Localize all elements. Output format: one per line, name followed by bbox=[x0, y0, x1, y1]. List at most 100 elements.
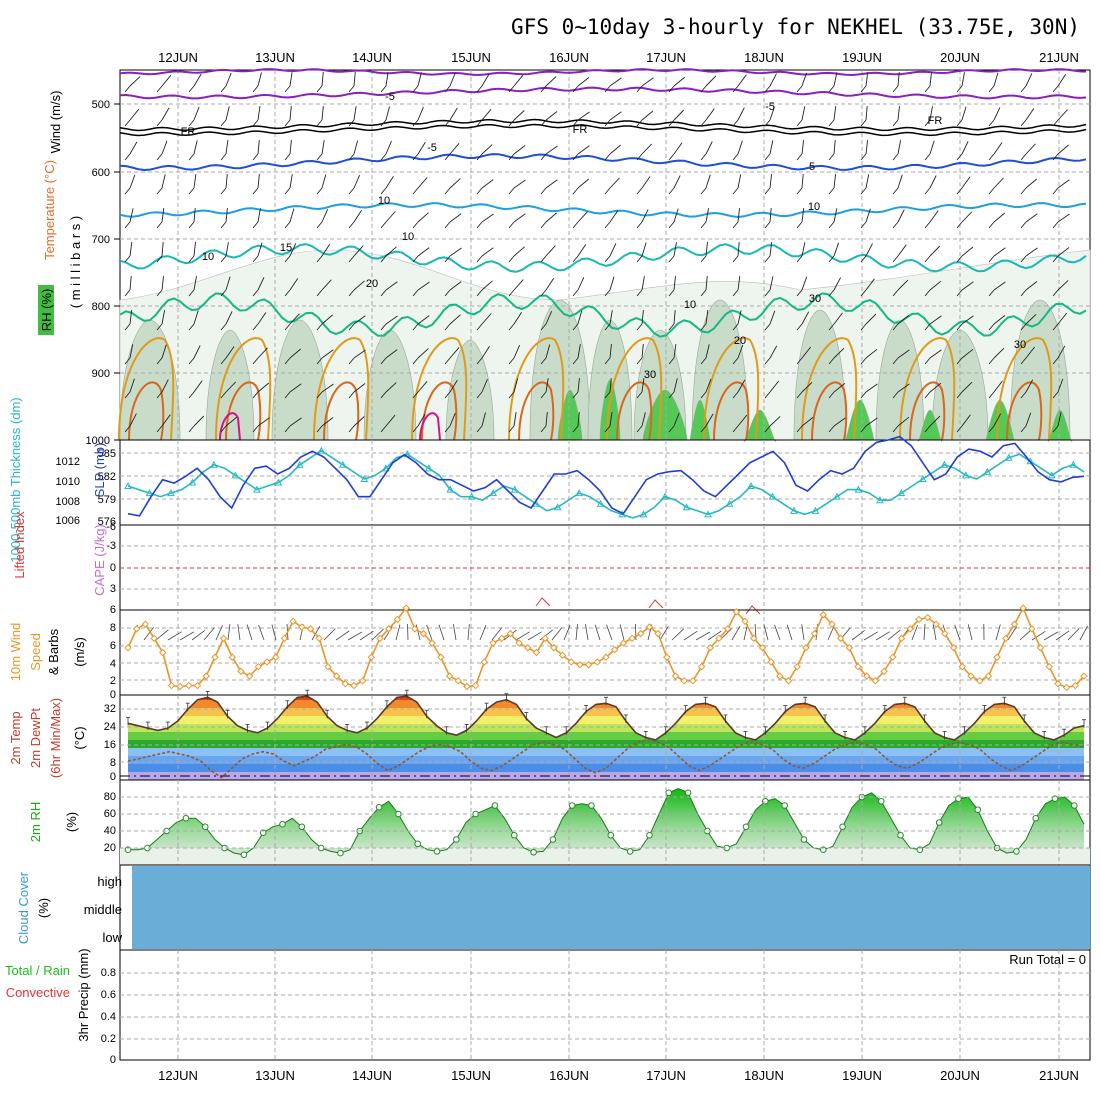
upper-barb-tail-115 bbox=[924, 187, 931, 195]
upper-barb-tail-168 bbox=[700, 255, 707, 263]
upper-barb-tail-218 bbox=[380, 323, 387, 331]
upper-barb-152 bbox=[193, 242, 196, 257]
upper-barb-tail-24 bbox=[892, 85, 899, 93]
upper-barb-30 bbox=[129, 108, 140, 121]
upper-barb-295 bbox=[929, 382, 942, 393]
upper-barb-215 bbox=[289, 313, 300, 325]
upper-barb-tail-92 bbox=[188, 187, 195, 195]
upper-barb-120 bbox=[129, 208, 134, 223]
upper-barb-176 bbox=[961, 246, 974, 257]
upper-barb-87 bbox=[993, 142, 1003, 155]
precip-tick-0: 0 bbox=[110, 1054, 116, 1066]
level-label-500: 500 bbox=[92, 99, 110, 111]
upper-barb-tail-50 bbox=[764, 119, 771, 127]
upper-barb-tail-171 bbox=[796, 255, 803, 263]
upper-barb-320 bbox=[769, 416, 781, 427]
upper-barb-tail-225 bbox=[604, 323, 611, 331]
rh-marker-94 bbox=[1032, 814, 1040, 822]
wind10m-barb-23 bbox=[407, 623, 409, 641]
upper-barb-tail-144 bbox=[892, 221, 899, 229]
upper-barb-75 bbox=[609, 144, 621, 155]
darkorange-loop-0 bbox=[128, 381, 165, 441]
upper-barb-tail-229 bbox=[732, 323, 739, 331]
upper-barb-tail-176 bbox=[956, 255, 963, 263]
precip-ticks: 0.8 0.6 0.4 0.2 0 bbox=[101, 967, 116, 1066]
contour-label-6: 5 bbox=[809, 161, 815, 173]
thickness-marker-78 bbox=[962, 471, 970, 479]
upper-barb-tail-279 bbox=[412, 391, 419, 399]
thickness-marker-8 bbox=[210, 460, 218, 468]
upper-barb-tail-298 bbox=[1020, 391, 1027, 399]
wind10m-speed-marker-89 bbox=[897, 634, 906, 643]
precip-grid bbox=[120, 950, 1090, 1060]
wind10m-barb-50 bbox=[731, 625, 741, 641]
wind10m-barb-17 bbox=[335, 630, 350, 641]
upper-barb-tail-40 bbox=[444, 119, 451, 127]
upper-barb-tail-81 bbox=[796, 153, 803, 161]
orange-loop-7 bbox=[801, 337, 858, 441]
wind10m-speed-marker-110 bbox=[1080, 672, 1088, 680]
darkorange-loop-8 bbox=[909, 381, 946, 441]
upper-barb-tail-175 bbox=[924, 255, 931, 263]
wind10m-speed-marker-19 bbox=[289, 617, 297, 626]
wind10m-speed-marker-81 bbox=[828, 620, 836, 628]
upper-barb-tail-75 bbox=[604, 153, 611, 161]
wind10m-speed-marker-18 bbox=[280, 634, 289, 643]
wind10m-speed-marker-75 bbox=[776, 672, 784, 680]
rh2m-label: 2m RH bbox=[28, 802, 43, 842]
upper-barb-tail-309 bbox=[412, 425, 419, 433]
top-date-14jun: 14JUN bbox=[352, 50, 392, 65]
upper-barb-tail-329 bbox=[1052, 425, 1059, 433]
upper-barb-tail-182 bbox=[188, 289, 195, 297]
upper-barb-327 bbox=[993, 413, 1001, 427]
upper-barb-tail-103 bbox=[540, 187, 547, 195]
upper-barb-64 bbox=[257, 140, 260, 155]
wind10m-speed-marker-107 bbox=[1054, 679, 1062, 688]
upper-barb-55 bbox=[929, 106, 933, 121]
upper-barb-167 bbox=[673, 242, 677, 257]
upper-barb-tail-285 bbox=[604, 391, 611, 399]
upper-barb-tail-187 bbox=[348, 289, 355, 297]
upper-barb-tail-327 bbox=[988, 425, 995, 433]
upper-barb-tail-290 bbox=[764, 391, 771, 399]
upper-barb-tail-230 bbox=[764, 323, 771, 331]
wind10m-barb-78 bbox=[1067, 628, 1080, 641]
upper-barb-293 bbox=[865, 383, 878, 393]
upper-barb-tail-28 bbox=[1020, 85, 1027, 93]
upper-barb-149 bbox=[1057, 213, 1070, 223]
upper-barb-tail-254 bbox=[572, 357, 579, 365]
temp-band-3 bbox=[128, 748, 1084, 756]
upper-barb-tail-163 bbox=[540, 255, 547, 263]
upper-barb-297 bbox=[993, 380, 1003, 393]
wind10m-barb-75 bbox=[1031, 630, 1046, 641]
upper-barb-tail-148 bbox=[1020, 221, 1027, 229]
thickness-marker-62 bbox=[790, 506, 798, 514]
upper-barb-tail-25 bbox=[924, 85, 931, 93]
slp-tick-1008: 1008 bbox=[56, 496, 80, 508]
upper-barb-261 bbox=[801, 346, 811, 359]
upper-barb-224 bbox=[577, 310, 583, 325]
upper-barb-107 bbox=[673, 175, 681, 189]
darkorange-loop-7 bbox=[811, 381, 848, 441]
thickness-marker-66 bbox=[833, 492, 841, 500]
upper-barb-44 bbox=[577, 111, 590, 121]
upper-barb-tail-49 bbox=[732, 119, 739, 127]
upper-barb-252 bbox=[513, 345, 521, 359]
upper-barb-158 bbox=[385, 246, 397, 257]
upper-barb-tail-67 bbox=[348, 153, 355, 161]
upper-barb-73 bbox=[545, 145, 558, 155]
upper-barb-279 bbox=[417, 381, 428, 393]
wind10m-speed-marker-8 bbox=[193, 681, 202, 690]
upper-barb-tail-282 bbox=[508, 391, 515, 399]
upper-barb-245 bbox=[289, 348, 301, 359]
rh-2m-panel: 80 60 40 20 bbox=[104, 779, 1091, 866]
upper-barb-72 bbox=[513, 145, 526, 155]
upper-barb-tail-180 bbox=[124, 289, 131, 297]
thickness-marker-72 bbox=[897, 489, 906, 497]
upper-barb-tail-62 bbox=[188, 153, 195, 161]
wind10m-speed-marker-3 bbox=[150, 634, 158, 643]
upper-barb-236 bbox=[961, 315, 974, 325]
upper-barb-287 bbox=[673, 378, 678, 393]
upper-barb-5 bbox=[289, 72, 293, 87]
upper-barb-160 bbox=[449, 247, 462, 257]
